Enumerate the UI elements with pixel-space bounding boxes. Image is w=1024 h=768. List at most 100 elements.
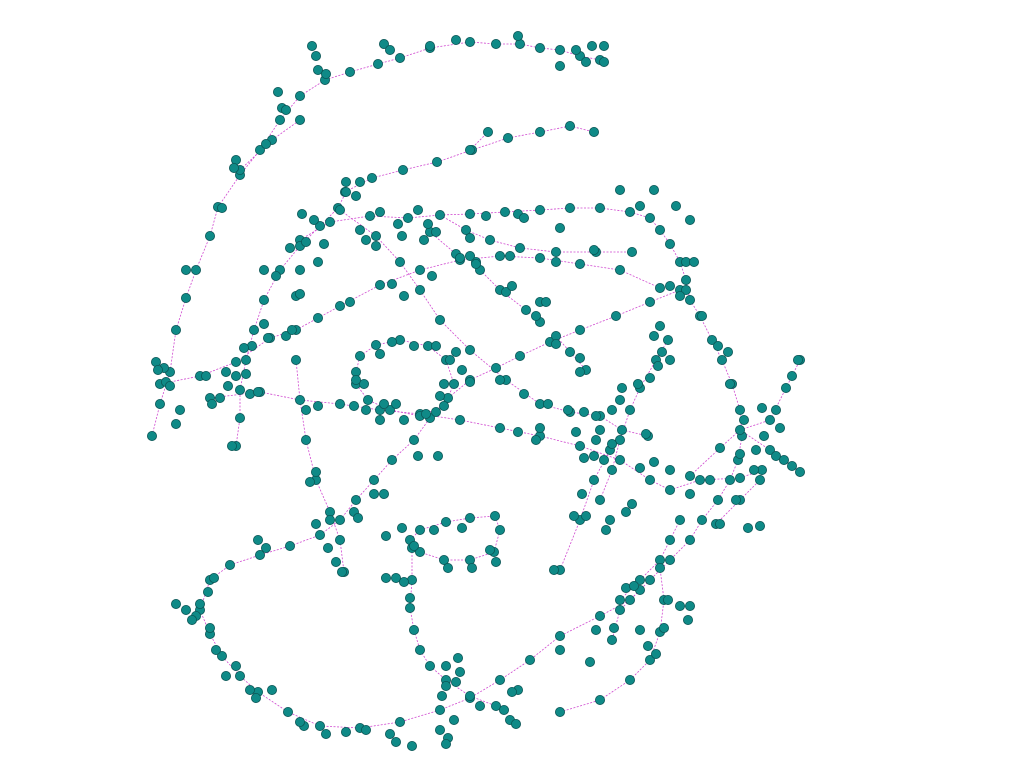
graph-node[interactable] (230, 370, 241, 381)
graph-node[interactable] (519, 212, 530, 223)
graph-node[interactable] (649, 184, 660, 195)
graph-node[interactable] (408, 340, 419, 351)
graph-node[interactable] (482, 127, 493, 138)
graph-node[interactable] (657, 346, 668, 357)
graph-node[interactable] (314, 220, 325, 231)
graph-node[interactable] (689, 256, 700, 267)
graph-node[interactable] (665, 484, 676, 495)
graph-node[interactable] (731, 494, 742, 505)
graph-node[interactable] (224, 560, 235, 571)
graph-node[interactable] (442, 563, 453, 574)
graph-node[interactable] (422, 218, 433, 229)
graph-node[interactable] (645, 575, 656, 586)
graph-node[interactable] (571, 45, 582, 56)
graph-node[interactable] (374, 348, 385, 359)
graph-node[interactable] (314, 530, 325, 541)
graph-node[interactable] (645, 474, 656, 485)
graph-node[interactable] (294, 717, 305, 728)
graph-node[interactable] (266, 685, 277, 696)
graph-node[interactable] (240, 354, 251, 365)
graph-node[interactable] (274, 115, 285, 126)
graph-node[interactable] (506, 687, 517, 698)
graph-node[interactable] (565, 121, 576, 132)
graph-node[interactable] (448, 378, 459, 389)
graph-node[interactable] (440, 517, 451, 528)
graph-node[interactable] (290, 354, 301, 365)
graph-node[interactable] (286, 324, 297, 335)
graph-node[interactable] (765, 444, 776, 455)
graph-node[interactable] (595, 202, 606, 213)
graph-node[interactable] (627, 498, 638, 509)
graph-node[interactable] (228, 162, 239, 173)
graph-node[interactable] (771, 450, 782, 461)
graph-node[interactable] (725, 378, 736, 389)
graph-node[interactable] (515, 350, 526, 361)
graph-node[interactable] (402, 212, 413, 223)
graph-node[interactable] (408, 541, 419, 552)
graph-node[interactable] (591, 434, 602, 445)
graph-node[interactable] (254, 144, 265, 155)
graph-node[interactable] (234, 412, 245, 423)
graph-node[interactable] (204, 230, 215, 241)
graph-node[interactable] (334, 515, 345, 526)
graph-node[interactable] (324, 216, 335, 227)
graph-node[interactable] (645, 212, 656, 223)
graph-node[interactable] (464, 344, 475, 355)
graph-node[interactable] (408, 625, 419, 636)
graph-node[interactable] (344, 296, 355, 307)
graph-node[interactable] (765, 414, 776, 425)
graph-node[interactable] (494, 675, 505, 686)
graph-node[interactable] (234, 384, 245, 395)
graph-node[interactable] (398, 577, 409, 588)
graph-node[interactable] (230, 356, 241, 367)
graph-node[interactable] (200, 370, 211, 381)
graph-node[interactable] (320, 69, 331, 80)
graph-node[interactable] (434, 725, 445, 736)
graph-node[interactable] (525, 655, 536, 666)
graph-node[interactable] (655, 282, 666, 293)
graph-node[interactable] (589, 127, 600, 138)
graph-node[interactable] (190, 264, 201, 275)
graph-node[interactable] (575, 352, 586, 363)
graph-node[interactable] (759, 430, 770, 441)
graph-node[interactable] (771, 404, 782, 415)
graph-node[interactable] (230, 661, 241, 672)
graph-node[interactable] (781, 382, 792, 393)
graph-node[interactable] (629, 581, 640, 592)
graph-node[interactable] (551, 338, 562, 349)
graph-node[interactable] (671, 200, 682, 211)
graph-node[interactable] (384, 729, 395, 740)
graph-node[interactable] (404, 603, 415, 614)
graph-node[interactable] (565, 346, 576, 357)
graph-node[interactable] (360, 725, 371, 736)
graph-node[interactable] (757, 402, 768, 413)
graph-node[interactable] (384, 404, 395, 415)
graph-node[interactable] (787, 460, 798, 471)
graph-node[interactable] (779, 454, 790, 465)
graph-node[interactable] (617, 424, 628, 435)
graph-node[interactable] (490, 557, 501, 568)
graph-node[interactable] (370, 240, 381, 251)
graph-node[interactable] (500, 286, 511, 297)
graph-node[interactable] (655, 224, 666, 235)
graph-node[interactable] (775, 422, 786, 433)
graph-node[interactable] (510, 719, 521, 730)
graph-node[interactable] (414, 547, 425, 558)
graph-node[interactable] (713, 340, 724, 351)
graph-node[interactable] (625, 595, 636, 606)
graph-node[interactable] (599, 454, 610, 465)
graph-node[interactable] (615, 605, 626, 616)
graph-node[interactable] (464, 376, 475, 387)
graph-node[interactable] (310, 466, 321, 477)
graph-node[interactable] (374, 206, 385, 217)
graph-node[interactable] (350, 374, 361, 385)
graph-node[interactable] (494, 374, 505, 385)
graph-node[interactable] (456, 364, 467, 375)
graph-node[interactable] (506, 280, 517, 291)
graph-node[interactable] (549, 565, 560, 576)
graph-node[interactable] (651, 649, 662, 660)
graph-node[interactable] (426, 270, 437, 281)
graph-node[interactable] (362, 394, 373, 405)
graph-node[interactable] (444, 354, 455, 365)
graph-node[interactable] (414, 264, 425, 275)
